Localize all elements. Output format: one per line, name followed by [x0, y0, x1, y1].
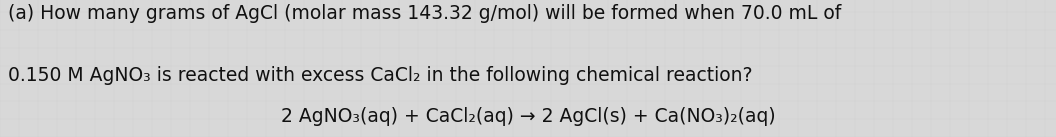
- Text: 2 AgNO₃(aq) + CaCl₂(aq) → 2 AgCl(s) + Ca(NO₃)₂(aq): 2 AgNO₃(aq) + CaCl₂(aq) → 2 AgCl(s) + Ca…: [281, 107, 775, 126]
- Text: 0.150 M AgNO₃ is reacted with excess CaCl₂ in the following chemical reaction?: 0.150 M AgNO₃ is reacted with excess CaC…: [8, 66, 753, 85]
- Text: (a) How many grams of AgCl (molar mass 143.32 g/mol) will be formed when 70.0 mL: (a) How many grams of AgCl (molar mass 1…: [8, 4, 842, 23]
